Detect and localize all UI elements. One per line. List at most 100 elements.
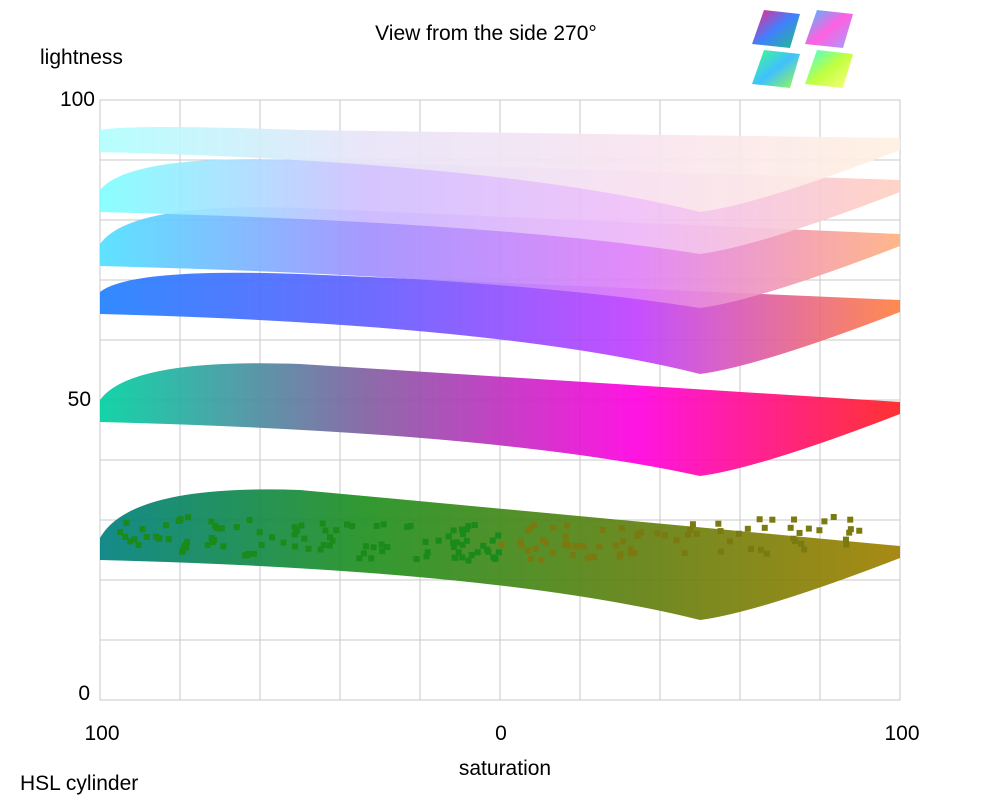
scatter-point — [117, 529, 124, 536]
scatter-point — [378, 541, 385, 548]
scatter-point — [460, 531, 467, 538]
scatter-point — [587, 553, 594, 560]
view-thumbnail[interactable] — [805, 50, 853, 88]
scatter-point — [165, 536, 172, 543]
scatter-point — [458, 526, 465, 533]
view-thumbnail[interactable] — [805, 10, 853, 48]
scatter-point — [830, 513, 837, 520]
scatter-point — [787, 524, 794, 531]
scatter-point — [244, 552, 251, 559]
scatter-point — [468, 552, 475, 559]
scatter-point — [471, 522, 478, 529]
scatter-point — [184, 538, 191, 545]
x-axis-label: saturation — [459, 757, 551, 780]
scatter-point — [329, 537, 336, 544]
scatter-point — [549, 549, 556, 556]
scatter-point — [209, 539, 216, 546]
scatter-point — [569, 552, 576, 559]
scatter-point — [326, 542, 333, 549]
scatter-point — [816, 527, 823, 534]
scatter-point — [459, 554, 466, 561]
scatter-point — [135, 542, 142, 549]
scatter-point — [250, 550, 257, 557]
scatter-point — [618, 525, 625, 532]
scatter-point — [459, 541, 466, 548]
scatter-point — [256, 529, 263, 536]
scatter-point — [370, 544, 377, 551]
scatter-point — [204, 541, 211, 548]
scatter-point — [292, 543, 299, 550]
scatter-point — [689, 521, 696, 528]
scatter-point — [681, 550, 688, 557]
scatter-point — [208, 518, 215, 525]
x-tick-label-right: 100 — [884, 722, 919, 745]
scatter-point — [756, 516, 763, 523]
scatter-point — [539, 537, 546, 544]
scatter-point — [344, 521, 351, 528]
scatter-point — [465, 522, 472, 529]
scatter-dots — [117, 513, 863, 564]
scatter-point — [627, 546, 634, 553]
scatter-point — [757, 546, 764, 553]
scatter-point — [805, 525, 812, 532]
scatter-point — [599, 526, 606, 533]
scatter-point — [356, 555, 363, 562]
scatter-point — [213, 524, 220, 531]
scatter-point — [518, 542, 525, 549]
scatter-point — [422, 538, 429, 545]
scatter-point — [791, 516, 798, 523]
scatter-point — [542, 540, 549, 547]
scatter-point — [291, 531, 298, 538]
scatter-point — [322, 527, 329, 534]
scatter-point — [293, 527, 300, 534]
scatter-point — [424, 549, 431, 556]
y-tick-label-top: 100 — [60, 88, 95, 111]
scatter-point — [384, 544, 391, 551]
scatter-point — [572, 543, 579, 550]
scatter-point — [564, 522, 571, 529]
scatter-point — [769, 516, 776, 523]
view-thumbnail[interactable] — [752, 50, 800, 88]
scatter-point — [801, 546, 808, 553]
scatter-point — [155, 535, 162, 542]
scatter-point — [563, 540, 570, 547]
scatter-point — [489, 537, 496, 544]
scatter-point — [217, 525, 224, 532]
scatter-point — [654, 530, 661, 537]
scatter-point — [435, 537, 442, 544]
scatter-point — [301, 535, 308, 542]
scatter-point — [317, 546, 324, 553]
scatter-point — [596, 543, 603, 550]
scatter-point — [792, 538, 799, 545]
scatter-point — [524, 547, 531, 554]
scatter-point — [445, 533, 452, 540]
scatter-point — [233, 524, 240, 531]
scatter-point — [527, 525, 534, 532]
view-thumbnail[interactable] — [752, 10, 800, 48]
scatter-point — [726, 538, 733, 545]
scatter-point — [747, 546, 754, 553]
y-tick-label-bottom: 0 — [78, 682, 90, 705]
scatter-point — [413, 556, 420, 563]
scatter-point — [404, 523, 411, 530]
chart-title: View from the side 270° — [375, 22, 597, 45]
scatter-point — [638, 529, 645, 536]
scatter-point — [687, 526, 694, 533]
view-thumbnails[interactable] — [752, 10, 853, 88]
scatter-point — [455, 549, 462, 556]
scatter-point — [474, 549, 481, 556]
scatter-point — [123, 519, 130, 526]
scatter-point — [796, 529, 803, 536]
scatter-point — [122, 534, 129, 541]
scatter-point — [480, 542, 487, 549]
scatter-point — [280, 539, 287, 546]
scatter-point — [715, 520, 722, 527]
scatter-point — [550, 524, 557, 531]
scatter-point — [179, 547, 186, 554]
scatter-point — [305, 545, 312, 552]
scatter-point — [258, 541, 265, 548]
scatter-point — [360, 550, 367, 557]
scatter-point — [798, 540, 805, 547]
scatter-point — [673, 537, 680, 544]
